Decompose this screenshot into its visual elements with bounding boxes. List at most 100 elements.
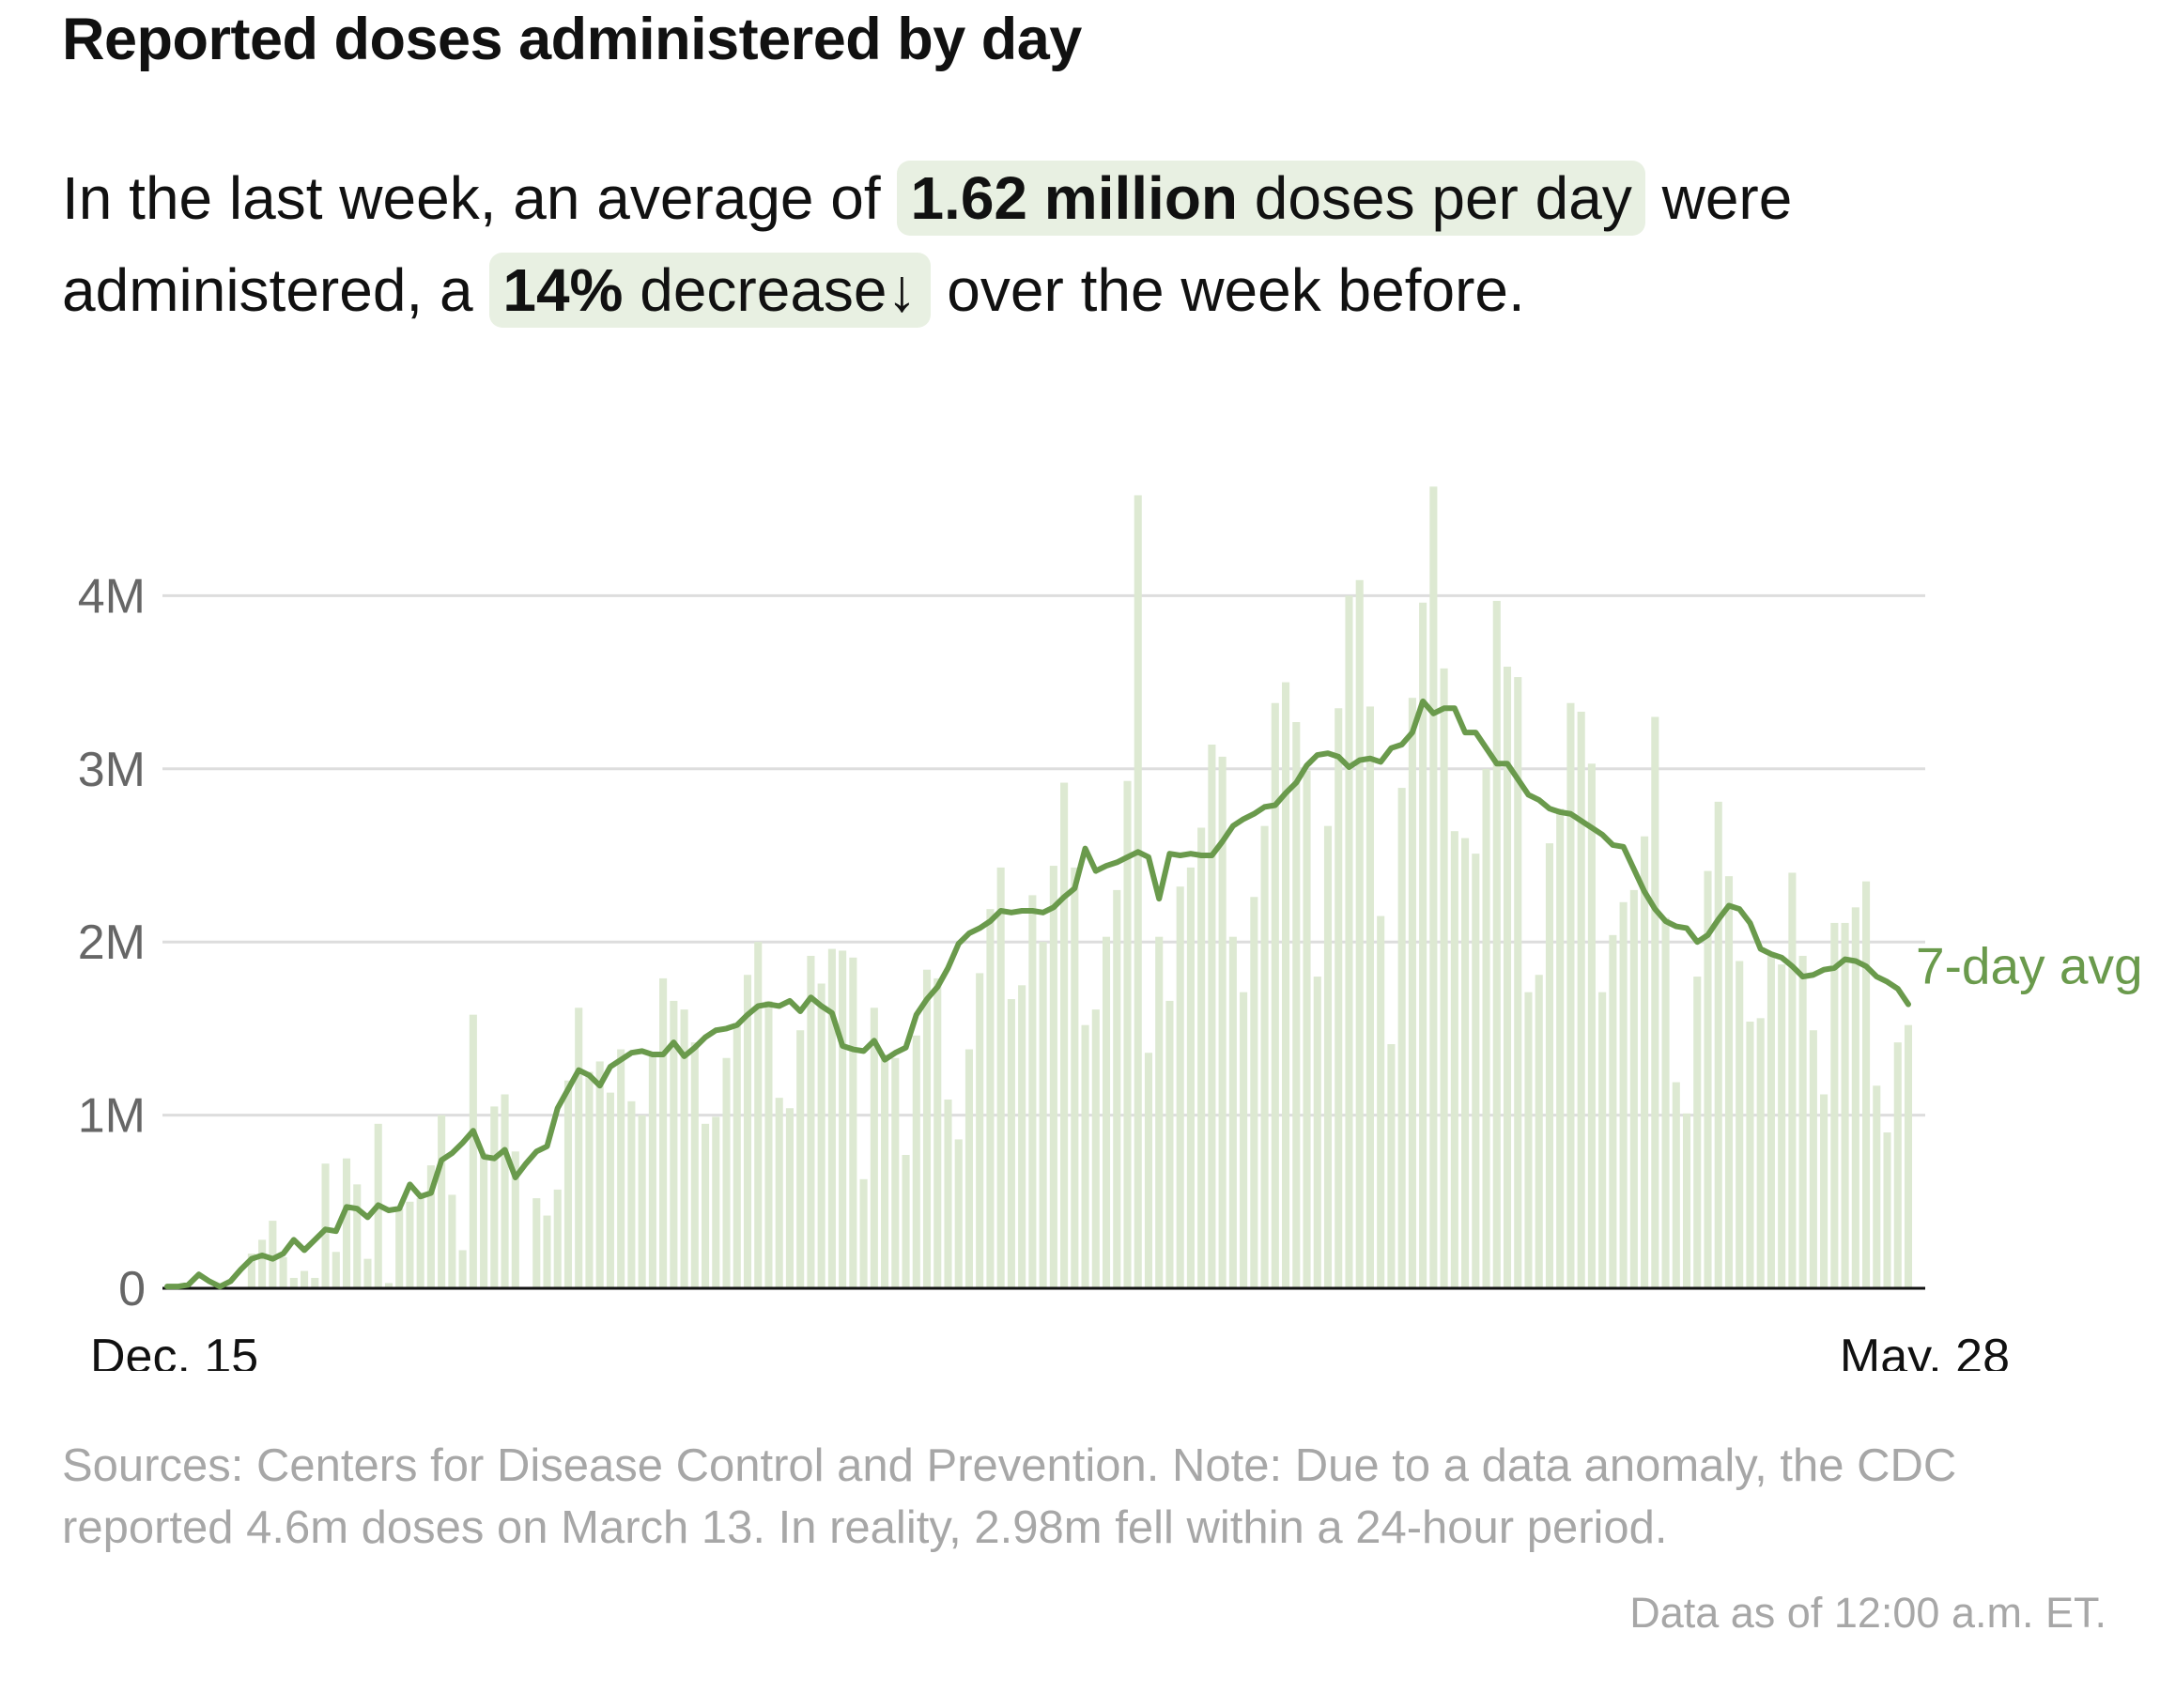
daily-dose-bar	[532, 1198, 541, 1288]
daily-dose-bar	[1387, 1044, 1396, 1288]
daily-dose-bar	[1176, 886, 1184, 1288]
daily-dose-bar	[702, 1123, 710, 1288]
daily-dose-bar	[1429, 486, 1438, 1288]
daily-dose-bar	[1609, 934, 1617, 1288]
daily-dose-bar	[438, 1115, 446, 1288]
daily-dose-bar	[1123, 780, 1132, 1288]
daily-dose-bar	[311, 1277, 319, 1288]
daily-dose-bar	[585, 1071, 594, 1288]
daily-dose-bar	[1060, 782, 1069, 1288]
daily-dose-bar	[279, 1256, 287, 1288]
y-tick-label: 0	[118, 1262, 146, 1316]
daily-dose-bar	[1704, 870, 1712, 1288]
daily-dose-bar	[1577, 711, 1585, 1288]
daily-dose-bar	[1851, 907, 1859, 1288]
daily-dose-bar	[976, 973, 984, 1288]
daily-dose-bar	[785, 1108, 794, 1288]
data-timestamp: Data as of 12:00 a.m. ET.	[1629, 1589, 2106, 1637]
daily-dose-bar	[849, 957, 857, 1288]
chart-summary: In the last week, an average of 1.62 mil…	[62, 152, 2081, 336]
daily-dose-bar	[406, 1201, 414, 1288]
daily-dose-bar	[1641, 836, 1649, 1288]
daily-dose-bar	[1260, 825, 1269, 1288]
daily-dose-bar	[1007, 999, 1015, 1288]
daily-dose-bar	[1018, 985, 1026, 1288]
daily-dose-bar	[1419, 602, 1427, 1288]
daily-dose-bar	[1482, 768, 1490, 1288]
daily-dose-bar	[1651, 716, 1659, 1288]
daily-dose-bar	[690, 1042, 699, 1288]
daily-dose-bar	[743, 975, 752, 1288]
daily-dose-bar	[490, 1106, 499, 1288]
daily-dose-bar	[1134, 495, 1142, 1288]
daily-dose-bar	[1397, 788, 1406, 1288]
daily-dose-bar	[1661, 917, 1670, 1288]
daily-dose-bar	[363, 1258, 372, 1288]
series-label-7-day-avg: 7-day avg	[1916, 937, 2143, 995]
doses-chart: 0 1M 2M 3M 4M Dec. 15 May. 28 7-day avg	[78, 486, 2143, 1371]
daily-dose-bar	[332, 1252, 340, 1288]
daily-dose-bar	[1788, 872, 1797, 1288]
daily-dose-bar	[1724, 876, 1734, 1288]
daily-dose-bar	[1883, 1132, 1891, 1288]
daily-dose-bar	[659, 977, 668, 1288]
daily-dose-bar	[1693, 977, 1702, 1288]
daily-dose-bar	[1292, 722, 1301, 1288]
daily-dose-bar	[1820, 1094, 1828, 1288]
daily-dose-bar	[1514, 677, 1522, 1288]
daily-dose-bar	[817, 983, 825, 1288]
daily-dose-bar	[733, 1024, 741, 1288]
daily-dose-bar	[395, 1208, 404, 1288]
daily-dose-bar	[1208, 744, 1216, 1288]
daily-dose-bar	[1545, 843, 1554, 1288]
daily-dose-bar	[638, 1115, 646, 1288]
daily-dose-bar	[1250, 897, 1258, 1288]
daily-dose-bar	[670, 1000, 678, 1288]
daily-dose-bar	[870, 1008, 878, 1288]
daily-dose-bar	[269, 1221, 277, 1288]
daily-dose-bar	[469, 1014, 477, 1288]
daily-dose-bar	[617, 1049, 625, 1288]
daily-dose-bar	[996, 867, 1005, 1288]
daily-dose-bar	[289, 1277, 298, 1288]
y-tick-label: 1M	[78, 1089, 146, 1144]
average-highlight: 1.62 million doses per day	[897, 161, 1645, 236]
daily-dose-bar	[458, 1250, 467, 1288]
daily-dose-bar	[1313, 977, 1321, 1288]
average-unit: doses per day	[1238, 164, 1632, 232]
daily-dose-bar	[1323, 825, 1333, 1288]
daily-dose-bar	[839, 950, 847, 1288]
daily-dose-bar	[1535, 975, 1543, 1288]
change-word: decrease	[623, 256, 887, 324]
daily-dose-bar	[606, 1092, 614, 1288]
daily-dose-bar	[754, 942, 763, 1288]
daily-dose-bars	[247, 486, 1913, 1288]
daily-dose-bar	[384, 1283, 393, 1288]
daily-dose-bar	[648, 1053, 656, 1288]
daily-dose-bar	[1440, 668, 1448, 1288]
daily-dose-bar	[1472, 854, 1480, 1288]
daily-dose-bar	[1746, 1022, 1754, 1288]
daily-dose-bar	[1904, 1024, 1913, 1288]
daily-dose-bar	[1355, 579, 1364, 1288]
daily-dose-bar	[891, 1057, 900, 1288]
daily-dose-bar	[922, 969, 932, 1288]
daily-dose-bar	[301, 1270, 309, 1288]
daily-dose-bar	[1028, 895, 1037, 1288]
daily-dose-bar	[1049, 866, 1057, 1288]
daily-dose-bar	[827, 948, 836, 1288]
daily-dose-bar	[807, 955, 815, 1288]
chart-title: Reported doses administered by day	[62, 7, 1082, 72]
daily-dose-bar	[986, 909, 995, 1288]
daily-dose-bar	[1228, 936, 1237, 1288]
daily-dose-bar	[881, 1054, 889, 1288]
daily-dose-bar	[1144, 1053, 1153, 1288]
daily-dose-bar	[247, 1254, 255, 1288]
daily-dose-bar	[543, 1215, 551, 1288]
daily-dose-bar	[964, 1049, 974, 1288]
daily-dose-bar	[627, 1100, 636, 1288]
daily-dose-bar	[1492, 600, 1501, 1288]
daily-dose-bar	[1682, 1113, 1691, 1288]
daily-dose-bar	[680, 1009, 688, 1288]
daily-dose-bar	[859, 1178, 868, 1288]
